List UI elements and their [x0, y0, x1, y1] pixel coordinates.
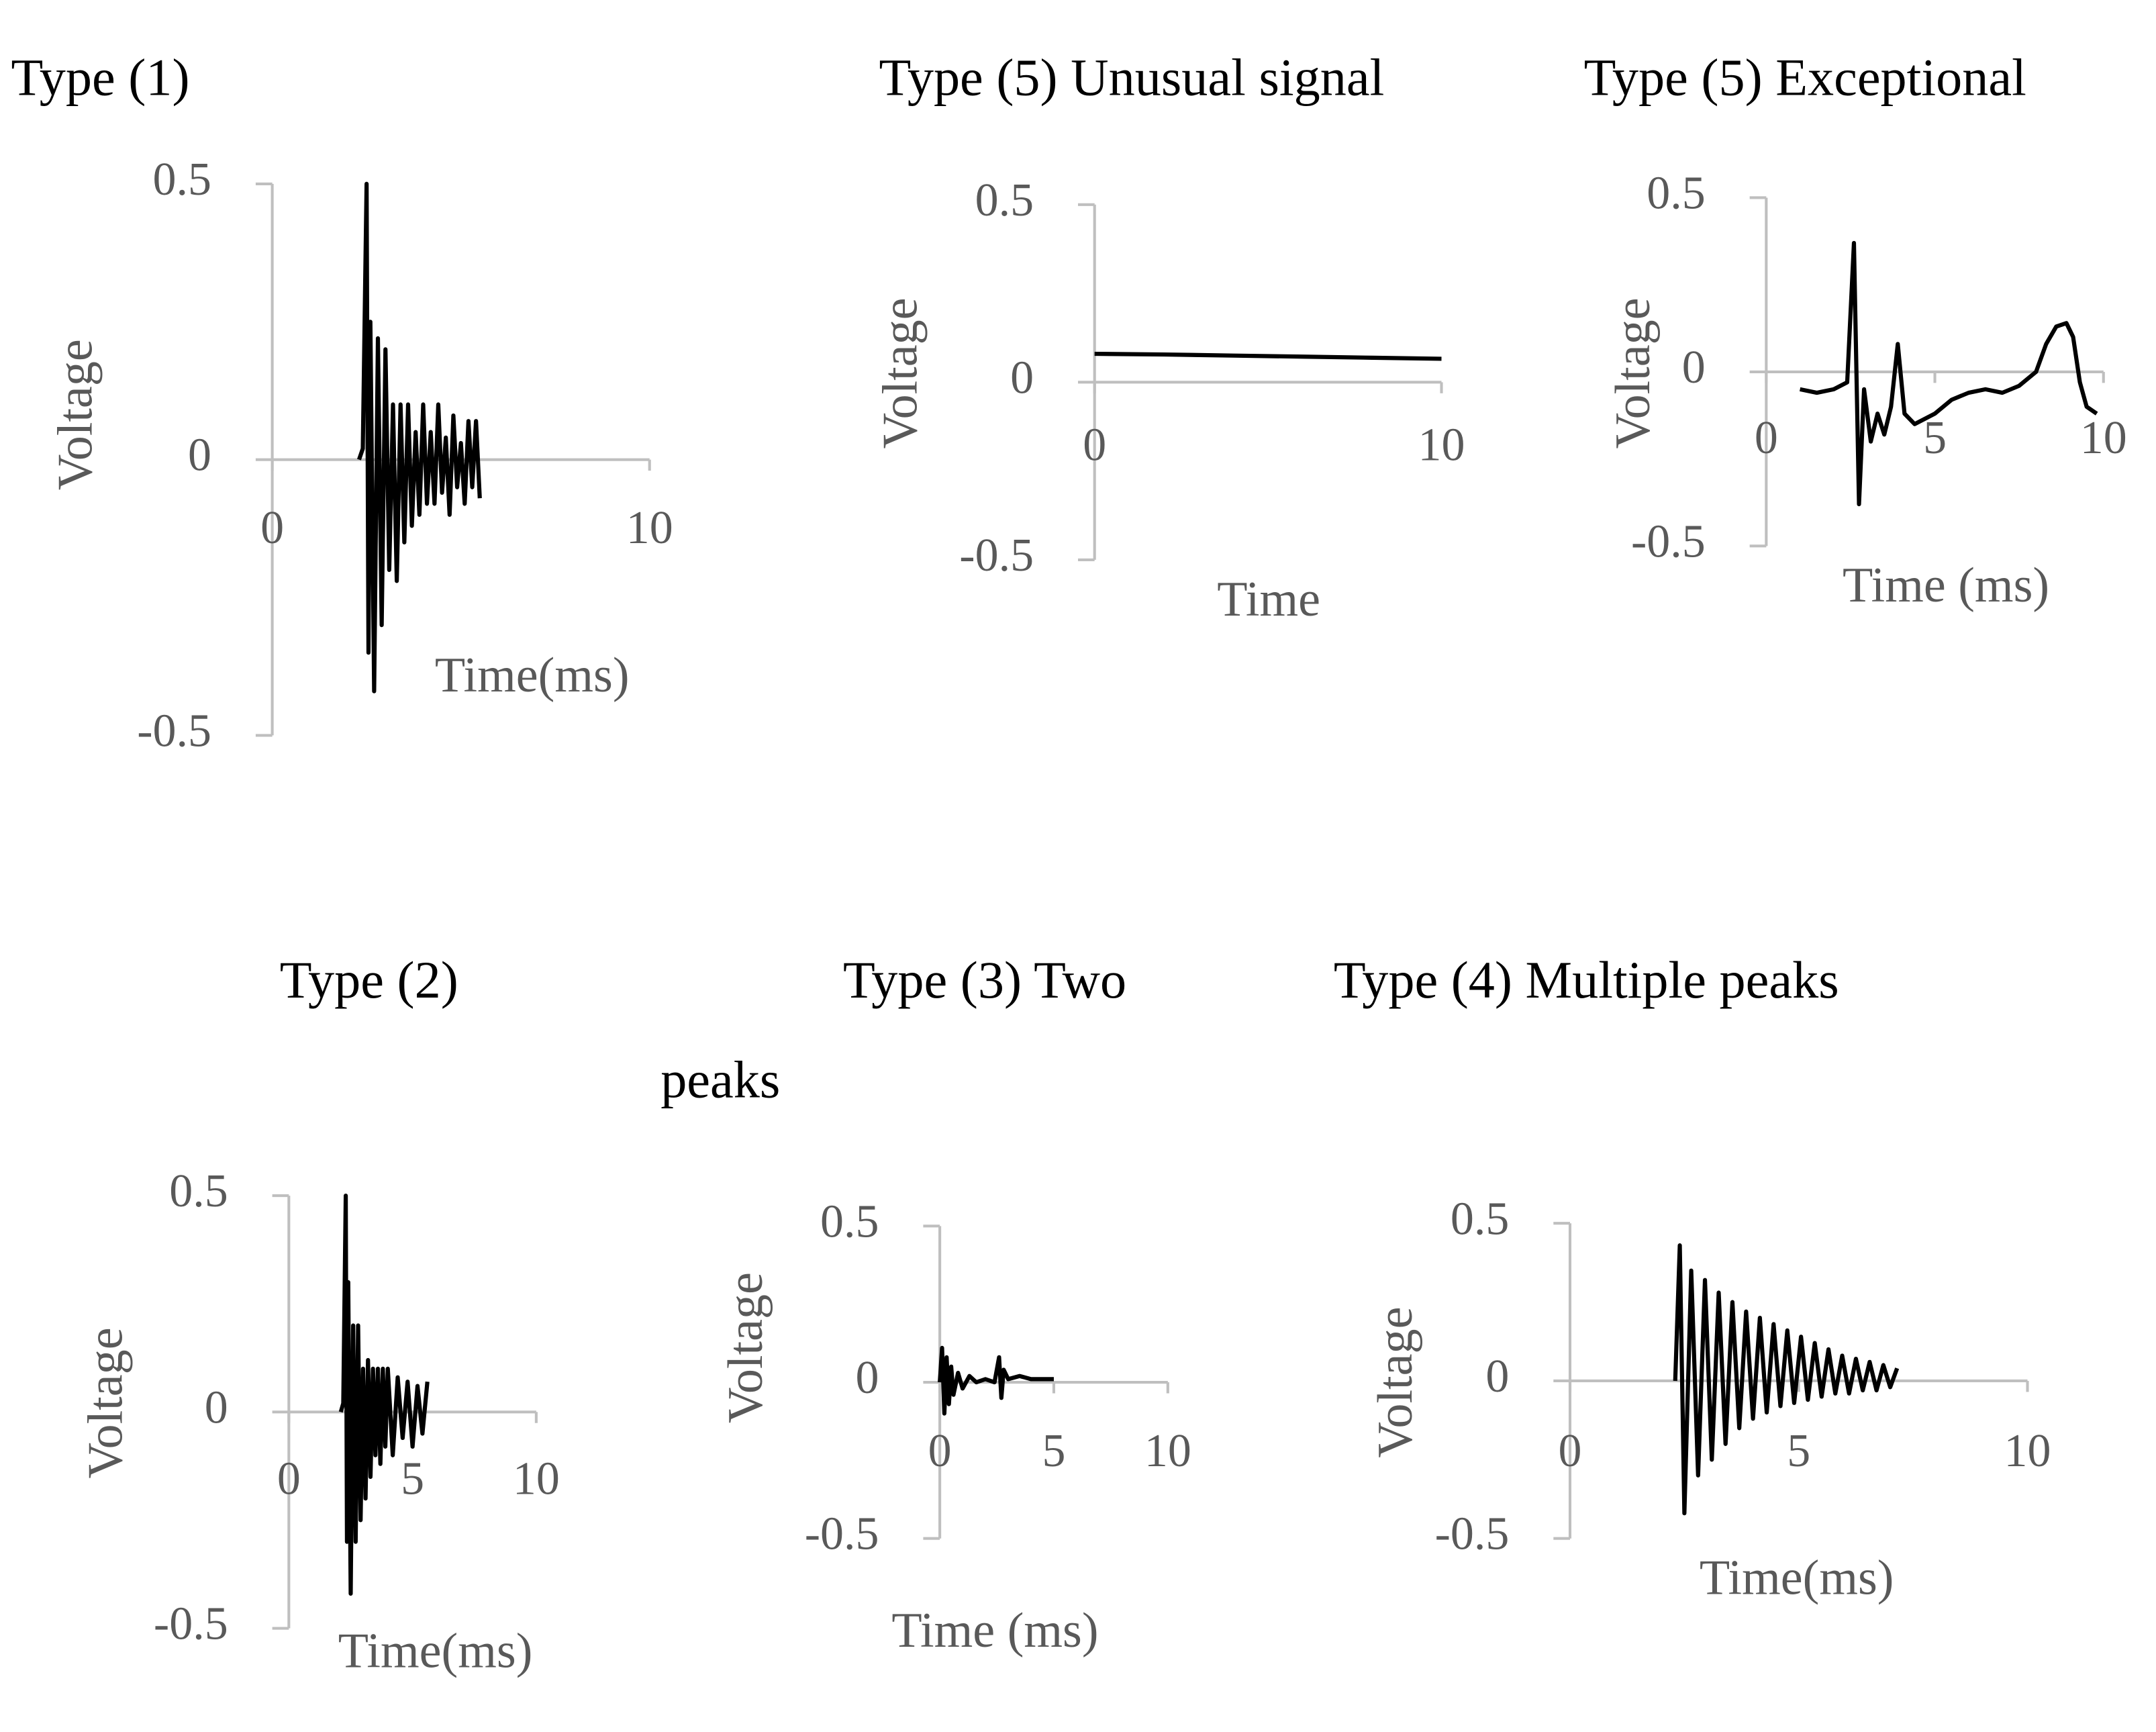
chart-panel: Type (5) Unusual signal 0.5 0 -0.5 0 10 Voltag…: [873, 48, 1465, 627]
x-axis-label: Time(ms): [338, 1624, 533, 1679]
chart-title: Type (5) Exceptional: [1584, 48, 2026, 107]
y-tick-label: 0.5: [1451, 1193, 1509, 1245]
y-tick-label: 0: [1010, 352, 1034, 403]
x-tick-label: 0: [277, 1453, 301, 1504]
x-tick-label: 0: [1558, 1425, 1581, 1477]
y-tick-label: 0: [1682, 342, 1706, 393]
x-axis-label: Time: [1217, 572, 1320, 627]
chart-panel: Type (4) Multiple peaks 0.5 0 -0.5 0 5 10 Volta…: [1334, 951, 2051, 1606]
chart-panel: Type (3) Two peaks 0.5 0 -0.5 0 5 10 Voltage Time…: [660, 951, 1191, 1658]
y-tick-label: -0.5: [154, 1598, 228, 1650]
y-tick-label: 0.5: [975, 175, 1034, 226]
y-tick-label: -0.5: [1631, 516, 1706, 567]
x-tick-label: 10: [2004, 1425, 2051, 1477]
y-axis-label: Voltage: [48, 339, 103, 490]
signal-line: [1094, 351, 1442, 361]
x-tick-label: 0: [260, 502, 284, 554]
y-tick-label: 0.5: [169, 1165, 228, 1217]
x-tick-label: 5: [401, 1453, 424, 1504]
signal-line: [356, 181, 482, 693]
x-axis-label: Time (ms): [1843, 558, 2049, 613]
x-tick-label: 10: [1144, 1425, 1191, 1477]
chart-title: Type (3) Two: [843, 951, 1126, 1009]
y-tick-label: 0: [205, 1382, 228, 1433]
x-tick-label: 0: [1083, 419, 1106, 471]
chart-title: Type (1): [11, 48, 189, 107]
x-tick-label: 0: [1755, 412, 1778, 464]
x-tick-label: 5: [1042, 1425, 1065, 1477]
chart-panel: Type (5) Exceptional 0.5 0 -0.5 0 5 10 Voltage T…: [1584, 48, 2127, 614]
y-tick-label: 0: [188, 430, 211, 481]
y-tick-label: 0.5: [1647, 168, 1706, 220]
signal-line: [1673, 1243, 1900, 1516]
x-tick-label: 10: [513, 1453, 560, 1504]
chart-title: peaks: [660, 1050, 780, 1108]
chart-panel: Type (2) 0.5 0 -0.5 0 5 10 Voltage Time(ms): [79, 951, 560, 1679]
x-axis-label: Time(ms): [1700, 1551, 1894, 1606]
chart-title: Type (5) Unusual signal: [879, 48, 1385, 107]
y-tick-label: -0.5: [137, 705, 211, 757]
y-tick-label: -0.5: [959, 530, 1034, 581]
y-tick-label: 0: [1485, 1351, 1509, 1402]
y-tick-label: 0.5: [153, 154, 211, 205]
x-tick-label: 10: [1418, 419, 1465, 471]
x-tick-label: 10: [626, 502, 673, 554]
y-axis-label: Voltage: [718, 1272, 773, 1423]
y-tick-label: -0.5: [1435, 1508, 1510, 1560]
y-axis-label: Voltage: [873, 297, 928, 448]
y-tick-label: -0.5: [805, 1508, 879, 1560]
signal-line: [338, 1193, 430, 1596]
x-tick-label: 10: [2080, 412, 2127, 464]
y-tick-label: 0.5: [820, 1196, 879, 1247]
x-tick-label: 5: [1787, 1425, 1810, 1477]
chart-title: Type (2): [280, 951, 458, 1009]
x-axis-label: Time (ms): [891, 1603, 1098, 1658]
x-tick-label: 5: [1923, 412, 1947, 464]
x-axis-label: Time(ms): [435, 648, 630, 703]
y-axis-label: Voltage: [79, 1327, 134, 1478]
chart-title: Type (4) Multiple peaks: [1334, 951, 1839, 1009]
y-axis-label: Voltage: [1368, 1307, 1423, 1458]
chart-panel: Type (1) 0.5 0 -0.5 0 10 Voltage Time(ms): [11, 48, 673, 757]
y-tick-label: 0: [856, 1352, 879, 1404]
signal-line: [938, 1345, 1054, 1416]
y-axis-label: Voltage: [1606, 297, 1661, 448]
signal-line: [1799, 240, 2098, 507]
x-tick-label: 0: [928, 1425, 952, 1477]
